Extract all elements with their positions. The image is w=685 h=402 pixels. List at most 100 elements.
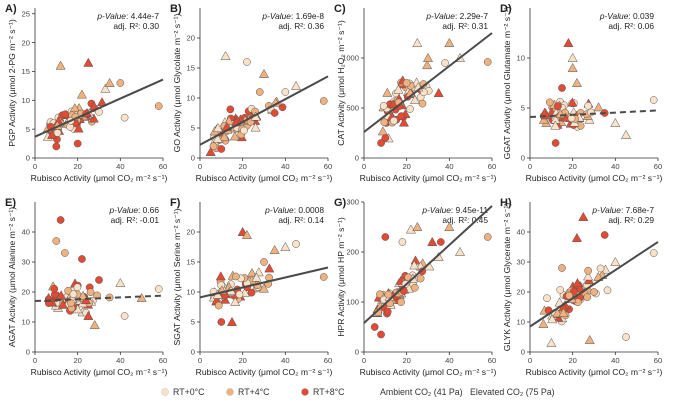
x-tick-label: 20: [238, 162, 246, 171]
y-tick-label: 0: [191, 348, 195, 357]
y-tick-label: 15: [187, 258, 195, 267]
data-point-triangle: [567, 62, 578, 72]
r2-value: 0.30: [143, 21, 160, 31]
data-point-circle: [390, 116, 398, 125]
y-tick-label: 10: [22, 96, 30, 105]
x-tick-label: 20: [568, 356, 576, 365]
data-point-circle: [381, 233, 390, 241]
panel-letter: A): [5, 3, 17, 15]
r2-value: -0.01: [140, 215, 159, 225]
x-tick-label: 0: [528, 162, 532, 171]
y-tick-label: 10: [22, 318, 30, 327]
regression-line: [363, 32, 493, 133]
legend-swatch: [161, 388, 169, 396]
y-axis-title: PGP Activity (μmol 2-PG m⁻² s⁻¹): [7, 19, 17, 147]
data-point-circle: [67, 299, 75, 307]
y-axis-title: CAT Activity (μmol H₂O₂ m⁻² s⁻¹): [336, 20, 346, 146]
data-point-triangle: [433, 87, 444, 97]
data-point-triangle: [47, 129, 58, 139]
data-point-circle: [52, 142, 61, 151]
data-point-triangle: [212, 133, 223, 143]
data-point-triangle: [89, 319, 100, 329]
x-tick-label: 40: [445, 356, 453, 365]
p-value-label: p-Value: [264, 205, 294, 215]
x-tick-label: 60: [488, 162, 496, 171]
data-point-circle: [78, 255, 86, 263]
data-point-triangle: [550, 120, 561, 130]
data-point-circle: [558, 264, 566, 272]
p-value: : 7.68e-7: [621, 205, 654, 215]
data-point-circle: [61, 110, 70, 119]
y-axis-title: HPR Activity (μmol HP m⁻² s⁻¹): [336, 217, 346, 337]
x-axis-title: Rubisco Activity (μmol CO₂ m⁻² s⁻¹): [196, 367, 333, 377]
data-point-circle: [379, 101, 388, 110]
data-point-circle: [56, 216, 65, 224]
data-point-circle: [622, 333, 630, 341]
r2-value: 0.36: [308, 21, 325, 31]
data-point-circle: [483, 58, 492, 66]
data-point-circle: [209, 142, 218, 151]
data-point-triangle: [538, 318, 549, 328]
panel-letter: D): [500, 3, 512, 15]
regression-line: [34, 294, 164, 302]
data-point-circle: [214, 301, 223, 310]
data-point-circle: [377, 139, 385, 147]
regression-line: [529, 241, 659, 328]
data-point-circle: [217, 145, 226, 153]
data-point-circle: [292, 240, 300, 248]
data-point-triangle: [83, 310, 94, 320]
data-point-triangle: [382, 87, 393, 97]
x-tick-label: 20: [402, 356, 410, 365]
y-axis-title: GO Activity (μmol Glycolate m⁻² s⁻¹): [172, 14, 182, 153]
legend: RT+0°C RT+4°C RT+8°C Ambient CO₂ (41 Pa) Ele…: [161, 387, 555, 397]
data-point-circle: [231, 272, 240, 281]
data-point-circle: [116, 79, 125, 87]
panel-letter: B): [170, 3, 182, 15]
data-point-circle: [418, 99, 427, 108]
r2-text: adj. R²: 0.14: [278, 215, 324, 225]
data-point-circle: [260, 258, 268, 266]
y-tick-label: 30: [22, 258, 30, 267]
chart-panel-b: B) 0 5 10 15 20 0 20 40 60 Rubisco Activity (μmol …: [170, 3, 332, 183]
data-point-circle: [69, 290, 78, 299]
data-point-triangle: [571, 77, 582, 87]
y-tick-label: 0: [521, 348, 525, 357]
data-point-triangle: [538, 114, 549, 124]
x-tick-label: 0: [33, 162, 37, 171]
data-point-circle: [120, 312, 129, 320]
x-tick-label: 60: [488, 356, 496, 365]
y-axis-title: AGAT Activity (μmol Alanine m⁻² s⁻¹): [7, 207, 17, 347]
data-point-circle: [381, 134, 390, 142]
data-point-triangle: [229, 131, 240, 141]
data-point-triangle: [572, 278, 583, 288]
data-point-triangle: [405, 224, 416, 234]
data-point-triangle: [409, 260, 420, 270]
legend-label: RT+4°C: [238, 387, 270, 397]
p-value-label: p-Value: [108, 205, 138, 215]
y-tick-label: 500: [346, 104, 359, 113]
data-point-triangle: [546, 337, 557, 347]
data-point-circle: [226, 105, 235, 114]
r2-text: adj. R²: 0.31: [442, 21, 488, 31]
chart-panel-c: C) 0 500 1000 0 20 40 60 Rubisco Activity (μmol …: [334, 3, 496, 183]
data-point-triangle: [620, 129, 632, 139]
data-point-circle: [558, 84, 566, 92]
p-value-text: p-Value: 7.68e-7: [591, 205, 654, 215]
data-point-triangle: [388, 99, 399, 109]
data-point-triangle: [539, 107, 550, 117]
p-value: : 0.039: [628, 11, 654, 21]
x-tick-label: 0: [198, 162, 202, 171]
panel-letter: G): [334, 197, 347, 209]
y-tick-label: 5: [191, 318, 195, 327]
data-point-circle: [441, 59, 449, 67]
data-point-triangle: [69, 103, 80, 113]
data-point-triangle: [578, 211, 589, 221]
r2-text: adj. R²: 0.45: [442, 215, 488, 225]
p-value-text: p-Value: 2.29e-7: [425, 11, 488, 21]
data-point-triangle: [220, 50, 231, 60]
data-point-circle: [154, 102, 163, 110]
x-tick-label: 40: [116, 356, 124, 365]
data-point-triangle: [213, 122, 224, 132]
data-point-triangle: [115, 277, 126, 287]
p-value-label: p-Value: [591, 205, 621, 215]
